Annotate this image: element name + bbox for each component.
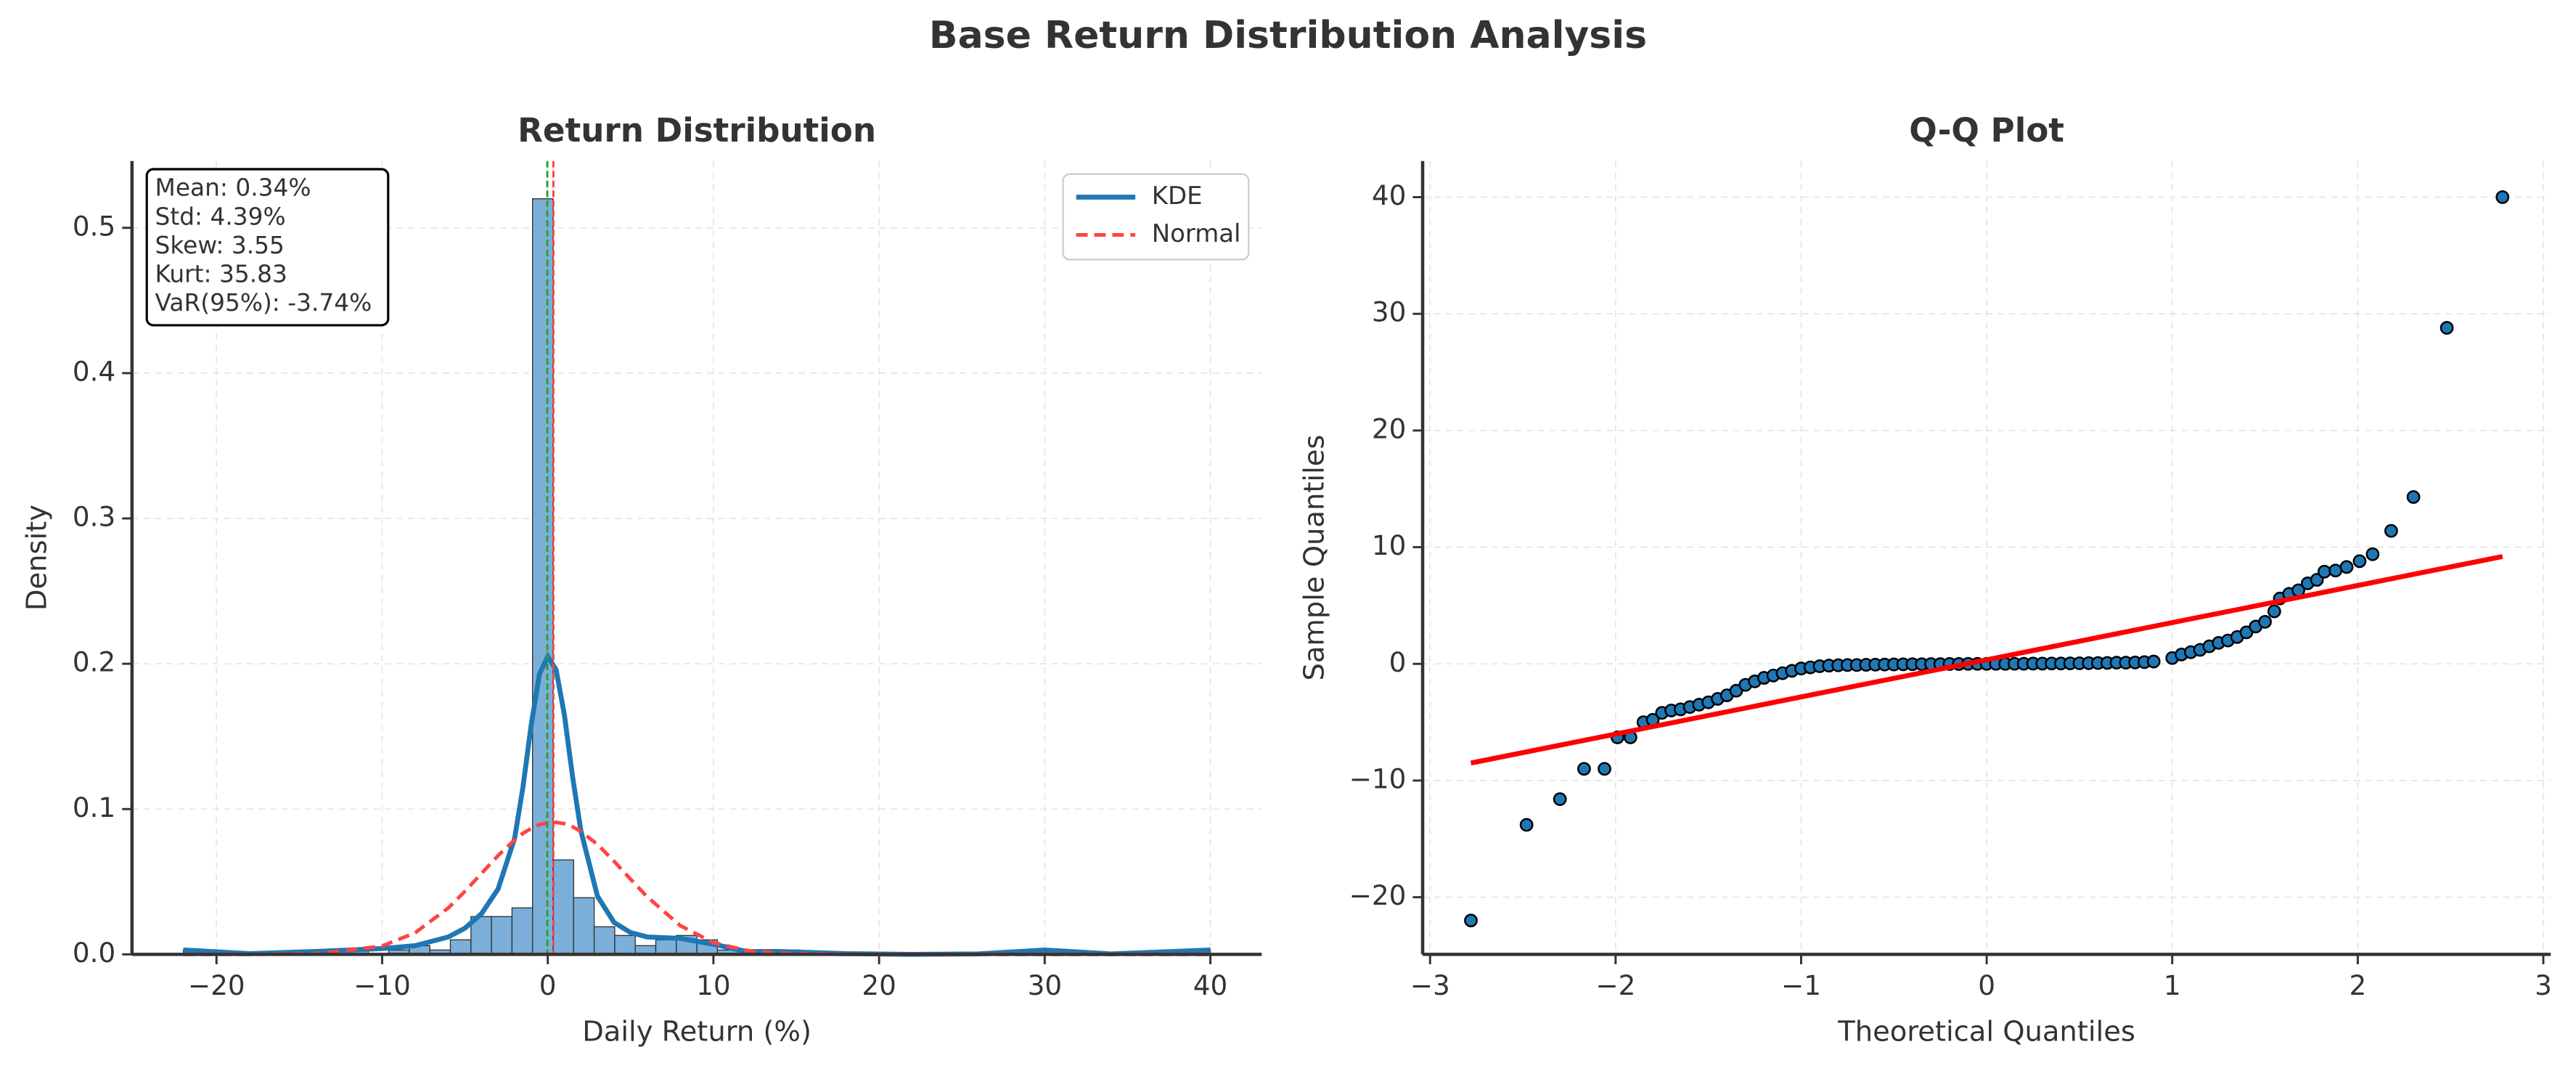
density-line xyxy=(183,820,1211,956)
y-tick-label: 40 xyxy=(1372,179,1406,211)
qq-point xyxy=(2267,604,2281,619)
x-tick-label: 40 xyxy=(1193,969,1227,1001)
qq-point xyxy=(2317,564,2331,579)
qq-point xyxy=(2406,490,2421,504)
stats-text: VaR(95%): -3.74% xyxy=(155,289,372,317)
qq-point xyxy=(1464,913,1478,928)
x-tick-label: 2 xyxy=(2349,969,2366,1001)
qq-point xyxy=(2366,547,2380,561)
histogram-bar xyxy=(593,926,616,956)
x-tick-label: 0 xyxy=(1978,969,1995,1001)
y-tick-label: −10 xyxy=(1349,762,1407,794)
histogram-bar xyxy=(655,939,677,956)
x-tick-label: 0 xyxy=(539,969,557,1001)
qq-point xyxy=(1519,818,1534,832)
stats-text: Kurt: 35.83 xyxy=(155,260,287,288)
histogram-bar xyxy=(532,198,554,956)
y-tick-label: 30 xyxy=(1372,296,1406,328)
x-tick-label: 10 xyxy=(696,969,730,1001)
legend-label: KDE xyxy=(1152,182,1203,211)
qq-point xyxy=(2440,321,2454,335)
y-tick-label: 10 xyxy=(1372,529,1406,561)
qq-point xyxy=(1553,792,1567,807)
axes: −20 −10 0 10 20 30 40 0.0 0.1 0.2 0.3 0.4 0.5 Return … xyxy=(20,111,1262,1048)
x-tick-label: 3 xyxy=(2535,969,2552,1001)
y-tick-label: 0.1 xyxy=(73,791,115,823)
qq-point xyxy=(2339,560,2354,574)
histogram-bar xyxy=(552,859,574,956)
qq-point xyxy=(1577,762,1591,776)
y-tick-label: 0.0 xyxy=(73,937,115,969)
histogram-bar xyxy=(449,939,472,956)
x-tick-label: −3 xyxy=(1410,969,1450,1001)
figure-title: Base Return Distribution Analysis xyxy=(929,14,1647,57)
qq-point xyxy=(2310,573,2324,587)
y-tick-label: 0 xyxy=(1389,646,1407,678)
x-tick-label: −10 xyxy=(353,969,411,1001)
histogram-bar xyxy=(511,907,533,956)
qq-point xyxy=(2352,554,2367,569)
stats-box xyxy=(145,168,390,327)
y-tick-label: 20 xyxy=(1372,412,1406,444)
x-axis-label: Daily Return (%) xyxy=(582,1015,811,1048)
y-tick-label: 0.5 xyxy=(73,210,115,242)
x-tick-label: −2 xyxy=(1595,969,1635,1001)
qq-point xyxy=(2146,654,2161,669)
y-axis-label: Sample Quantiles xyxy=(1298,435,1330,681)
y-tick-label: 0.3 xyxy=(73,501,115,533)
histogram-bar xyxy=(573,897,595,956)
histogram-bar xyxy=(614,934,636,956)
x-tick-label: −1 xyxy=(1781,969,1821,1001)
x-tick-label: 20 xyxy=(862,969,896,1001)
stats-text: Std: 4.39% xyxy=(155,203,286,230)
axes-title: Q-Q Plot xyxy=(1909,111,2064,150)
density-line xyxy=(183,651,1211,957)
y-tick-label: 0.4 xyxy=(73,355,115,387)
x-tick-label: −20 xyxy=(188,969,245,1001)
qq-point xyxy=(1598,762,1611,776)
qq-point xyxy=(2384,524,2398,538)
stats-text: Skew: 3.55 xyxy=(155,232,285,259)
y-tick-label: −20 xyxy=(1349,879,1407,911)
y-tick-label: 0.2 xyxy=(73,646,115,678)
x-tick-label: 1 xyxy=(2164,969,2181,1001)
stats-text: Mean: 0.34% xyxy=(155,174,311,202)
x-tick-label: 30 xyxy=(1028,969,1062,1001)
y-axis-label: Density xyxy=(20,505,53,611)
qq-point xyxy=(2258,615,2272,629)
histogram-bar xyxy=(491,916,513,956)
legend-label: Normal xyxy=(1152,220,1241,248)
qq-point xyxy=(2328,563,2343,578)
axes-title: Return Distribution xyxy=(518,111,876,150)
fit-line xyxy=(1470,554,2503,766)
qq-point xyxy=(2495,190,2510,204)
x-axis-label: Theoretical Quantiles xyxy=(1837,1015,2135,1048)
